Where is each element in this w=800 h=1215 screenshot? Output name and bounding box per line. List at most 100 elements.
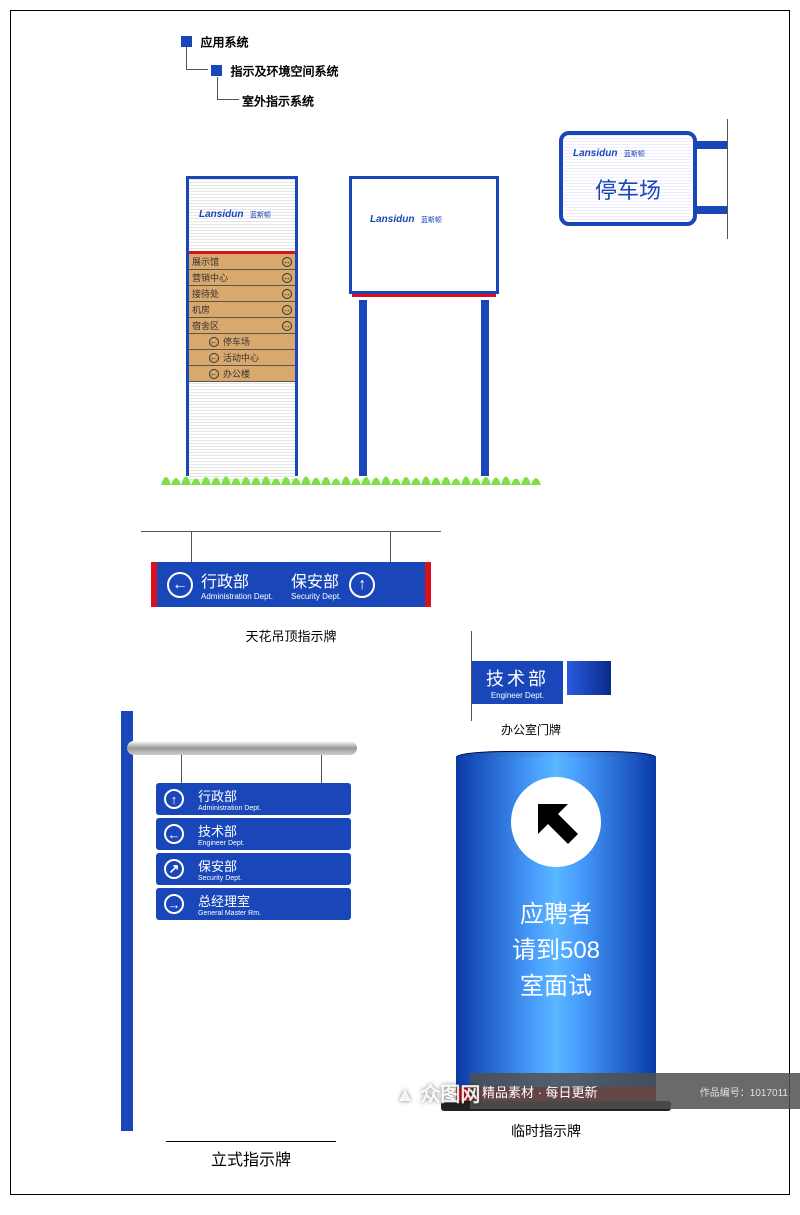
tree-h1 (186, 69, 208, 70)
arrow-up-icon: ↑ (349, 572, 375, 598)
cyl-arrow-circle (511, 777, 601, 867)
directory-row: 宿舍区 → (189, 318, 295, 334)
watermark-logo: ▲ 众图网 (395, 1078, 480, 1107)
standing-slat: ↑ 行政部Administration Dept. (156, 783, 351, 815)
red-bar (352, 294, 496, 297)
cyl-body: 应聘者 请到508 室面试 (456, 757, 656, 1087)
pylon-directory: Lansidun 蓝斯顿 展示馆↔营销中心↔接待处→机房→宿舍区→←停车场←活动… (186, 176, 298, 476)
dir-label: 展示馆 (192, 255, 219, 268)
pylon-header: Lansidun 蓝斯顿 (189, 179, 295, 251)
slat-cn: 总经理室 (198, 891, 261, 910)
arrow-icon: ↔ (282, 273, 292, 283)
crumb-lvl3: 室外指示系统 (242, 92, 314, 110)
directory-panel: 展示馆↔营销中心↔接待处→机房→宿舍区→←停车场←活动中心←办公楼 (189, 254, 295, 382)
grass-icon (161, 467, 541, 485)
dept-cn: 行政部 (201, 568, 273, 592)
standing-caption: 立式指示牌 (166, 1141, 336, 1170)
logo-en: Lansidun (573, 148, 617, 159)
square-icon (211, 65, 222, 76)
cylinder-sign: 应聘者 请到508 室面试 (456, 751, 656, 1111)
arrow-icon: ← (164, 824, 184, 844)
door-caption: 办公室门牌 (501, 721, 561, 738)
canvas: 应用系统 指示及环境空间系统 室外指示系统 Lansidun 蓝斯顿 停车场 L… (10, 10, 790, 1195)
logo-en: Lansidun (199, 209, 243, 220)
pylon2-header: Lansidun 蓝斯顿 (349, 176, 499, 294)
slat-group: ↑ 行政部Administration Dept. ← 技术部Engineer Dep… (156, 783, 351, 923)
door-en: Engineer Dept. (486, 691, 549, 700)
standing-slat: ← 技术部Engineer Dept. (156, 818, 351, 850)
stand-bar (127, 741, 357, 755)
wm-tag: 精品素材 · 每日更新 (482, 1082, 598, 1101)
stand-pole (121, 711, 133, 1131)
wm-id: 作品编号：1017011 (700, 1084, 788, 1099)
door-plate-side (567, 661, 611, 695)
ceiling-sign: ← 行政部 Administration Dept. 保安部 Security … (151, 531, 431, 607)
crumb-lvl1: 应用系统 (181, 33, 248, 51)
dir-label: 营销中心 (192, 271, 228, 284)
directory-row: 展示馆 ↔ (189, 254, 295, 270)
slat-en: Administration Dept. (198, 805, 261, 812)
standing-sign: ↑ 行政部Administration Dept. ← 技术部Engineer Dep… (121, 711, 371, 1131)
slat-cn: 行政部 (198, 786, 261, 805)
cyl-line1: 应聘者 (456, 897, 656, 933)
arrow-nw-icon (526, 792, 586, 852)
parking-sign: Lansidun 蓝斯顿 停车场 (559, 131, 697, 226)
dir-label: 机房 (192, 303, 210, 316)
directory-row: 营销中心 ↔ (189, 270, 295, 286)
dir-label: 办公楼 (223, 367, 250, 380)
watermark-bar: 精品素材 · 每日更新 作品编号：1017011 (470, 1073, 800, 1109)
standing-slat: ↗ 保安部Security Dept. (156, 853, 351, 885)
wall-line (727, 119, 728, 239)
hang-wire (191, 532, 192, 562)
directory-row: 接待处 → (189, 286, 295, 302)
dir-label: 接待处 (192, 287, 219, 300)
slat-cn: 技术部 (198, 821, 245, 840)
directory-row: ←办公楼 (189, 366, 295, 382)
cyl-text: 应聘者 请到508 室面试 (456, 897, 656, 1005)
slat-en: Engineer Dept. (198, 840, 245, 847)
ceiling-bar: ← 行政部 Administration Dept. 保安部 Security … (157, 562, 425, 607)
slat-cn: 保安部 (198, 856, 242, 875)
wm-brand: 众图网 (420, 1084, 480, 1106)
arrow-icon: ↔ (282, 257, 292, 267)
dir-label: 活动中心 (223, 351, 259, 364)
arrow-icon: ← (209, 353, 219, 363)
directory-row: ← 活动中心 (189, 350, 295, 366)
red-cap (425, 562, 431, 607)
cyl-line3: 室面试 (456, 969, 656, 1005)
arrow-left-icon: ← (167, 572, 193, 598)
crumb-lvl1-text: 应用系统 (200, 35, 248, 49)
slat-en: Security Dept. (198, 875, 242, 882)
standing-slat: →总经理室General Master Rm. (156, 888, 351, 920)
hang-wire (181, 755, 182, 783)
door-plate: 技术部 Engineer Dept. (472, 661, 563, 704)
logo-cn: 蓝斯顿 (624, 151, 645, 158)
tree-v1 (186, 47, 187, 69)
logo-cn: 蓝斯顿 (421, 217, 442, 224)
arrow-icon: ↑ (164, 789, 184, 809)
arrow-icon: → (164, 894, 184, 914)
door-cn: 技术部 (486, 665, 549, 691)
crumb-lvl3-text: 室外指示系统 (242, 94, 314, 108)
crumb-lvl2-text: 指示及环境空间系统 (230, 64, 338, 78)
arrow-icon: ← (209, 337, 219, 347)
hang-wire (390, 532, 391, 562)
crumb-lvl2: 指示及环境空间系统 (211, 62, 338, 80)
dept-en: Administration Dept. (201, 592, 273, 601)
arrow-icon: → (282, 289, 292, 299)
dir-label: 宿舍区 (192, 319, 219, 332)
cyl-line2: 请到508 (456, 933, 656, 969)
parking-label: 停车场 (573, 173, 683, 205)
ceiling-caption: 天花吊顶指示牌 (211, 626, 371, 645)
pylon-frame: Lansidun 蓝斯顿 (349, 176, 499, 476)
tree-v2 (217, 77, 218, 99)
tree-h2 (217, 99, 239, 100)
hang-wire (321, 755, 322, 783)
logo-en: Lansidun (370, 214, 414, 225)
leg-left (359, 300, 367, 476)
dept-en: Security Dept. (291, 592, 341, 601)
arrow-icon: → (282, 321, 292, 331)
arrow-icon: ↗ (164, 859, 184, 879)
directory-row: ←停车场 (189, 334, 295, 350)
square-icon (181, 36, 192, 47)
